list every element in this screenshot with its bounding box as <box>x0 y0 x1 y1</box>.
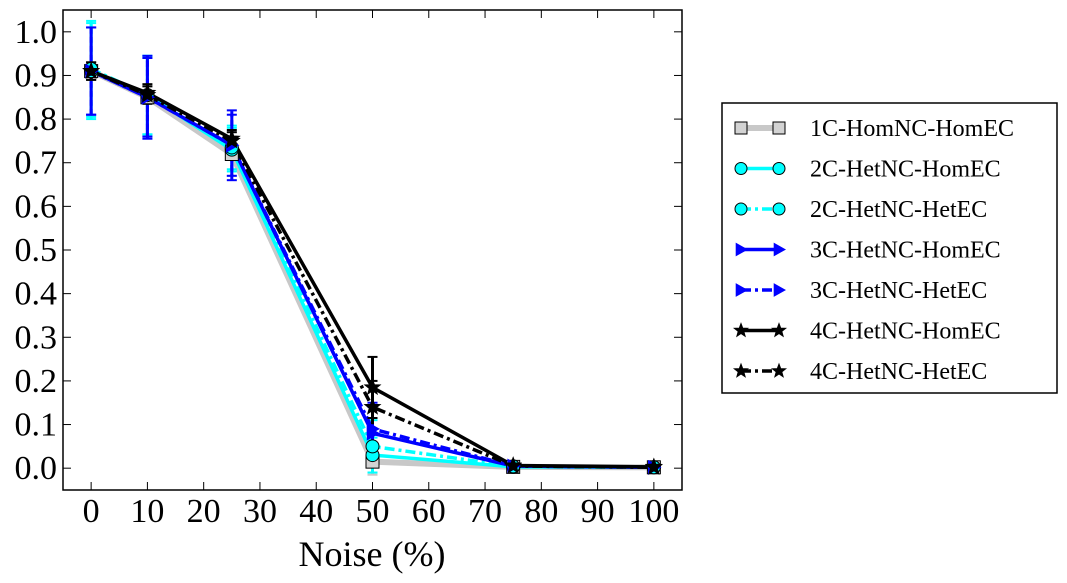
series-3C-HetNC-HetEC <box>86 26 654 470</box>
legend-item: 4C-HetNC-HomEC <box>732 319 1001 345</box>
x-tick-label: 50 <box>356 493 390 530</box>
x-tick-label: 0 <box>83 493 100 530</box>
chart-markers <box>82 61 663 475</box>
legend-label: 4C-HetNC-HetEC <box>810 359 987 385</box>
x-tick-label: 70 <box>468 493 502 530</box>
x-tick-label: 40 <box>299 493 333 530</box>
y-tick-labels: 0.0 0.1 0.2 0.3 0.4 0.5 0.6 0.7 0.8 0.9 1.0 <box>15 14 58 487</box>
data-point <box>644 457 663 475</box>
legend-item: 2C-HetNC-HomEC <box>734 157 1001 183</box>
y-tick-label: 0.8 <box>15 101 58 138</box>
legend-marker <box>735 242 749 257</box>
series-3C-HetNC-HomEC <box>86 26 654 470</box>
y-tick-label: 0.7 <box>15 145 58 182</box>
legend-marker <box>770 322 788 338</box>
data-point <box>366 421 381 437</box>
plot-frame <box>62 9 683 491</box>
x-tick-label: 60 <box>412 493 446 530</box>
legend-marker <box>770 362 788 378</box>
series-line <box>90 69 654 470</box>
legend-item: 2C-HetNC-HetEC <box>734 197 987 223</box>
legend-marker <box>772 162 786 175</box>
x-tick-label: 80 <box>524 493 558 530</box>
legend-label: 1C-HomNC-HomEC <box>810 116 1014 142</box>
legend-marker <box>735 283 749 297</box>
legend-label: 4C-HetNC-HomEC <box>810 319 1001 345</box>
data-point <box>222 131 241 149</box>
data-point <box>138 85 157 103</box>
y-tick-label: 1.0 <box>15 14 58 51</box>
y-tick-label: 0.3 <box>15 319 58 356</box>
x-tick-label: 90 <box>581 493 615 530</box>
x-tick-label: 20 <box>187 493 221 530</box>
legend-marker <box>734 162 748 175</box>
legend-marker <box>734 202 748 216</box>
legend-marker <box>772 121 786 135</box>
x-tick-label: 10 <box>130 493 164 530</box>
y-tick-label: 0.6 <box>15 188 58 225</box>
markers-4C-HetNC-HetEC <box>82 61 663 475</box>
legend: 1C-HomNC-HomEC 2C-HetNC-HomEC 2C-HetNC-Het… <box>721 102 1058 394</box>
x-tick-labels: 0 10 20 30 40 50 60 70 80 90 100 <box>83 493 680 530</box>
y-tick-label: 0.2 <box>15 363 58 400</box>
legend-item: 1C-HomNC-HomEC <box>734 116 1014 142</box>
x-axis-label: Noise (%) <box>299 534 446 574</box>
y-tick-label: 0.5 <box>15 232 58 269</box>
data-point <box>363 397 382 415</box>
y-tick-label: 0.1 <box>15 407 58 444</box>
legend-marker <box>773 242 787 257</box>
x-tick-label: 100 <box>628 493 679 530</box>
chart-ticks <box>63 10 682 490</box>
legend-marker <box>772 202 786 216</box>
legend-label: 3C-HetNC-HetEC <box>810 278 987 304</box>
y-tick-label: 0.4 <box>15 276 58 313</box>
legend-marker <box>732 362 750 378</box>
data-point <box>363 378 382 396</box>
data-point <box>82 61 101 79</box>
legend-label: 2C-HetNC-HomEC <box>810 157 1001 183</box>
legend-label: 3C-HetNC-HomEC <box>810 238 1001 264</box>
data-point <box>504 456 523 474</box>
y-tick-label: 0.0 <box>15 450 58 487</box>
legend-marker <box>734 121 748 135</box>
legend-item: 3C-HetNC-HetEC <box>735 278 987 304</box>
legend-item: 4C-HetNC-HetEC <box>732 359 987 385</box>
legend-item: 3C-HetNC-HomEC <box>735 238 1001 264</box>
y-tick-label: 0.9 <box>15 57 58 94</box>
legend-marker <box>732 322 750 338</box>
legend-label: 2C-HetNC-HetEC <box>810 197 987 223</box>
x-tick-label: 30 <box>243 493 277 530</box>
data-point <box>365 439 380 454</box>
legend-marker <box>773 283 787 297</box>
